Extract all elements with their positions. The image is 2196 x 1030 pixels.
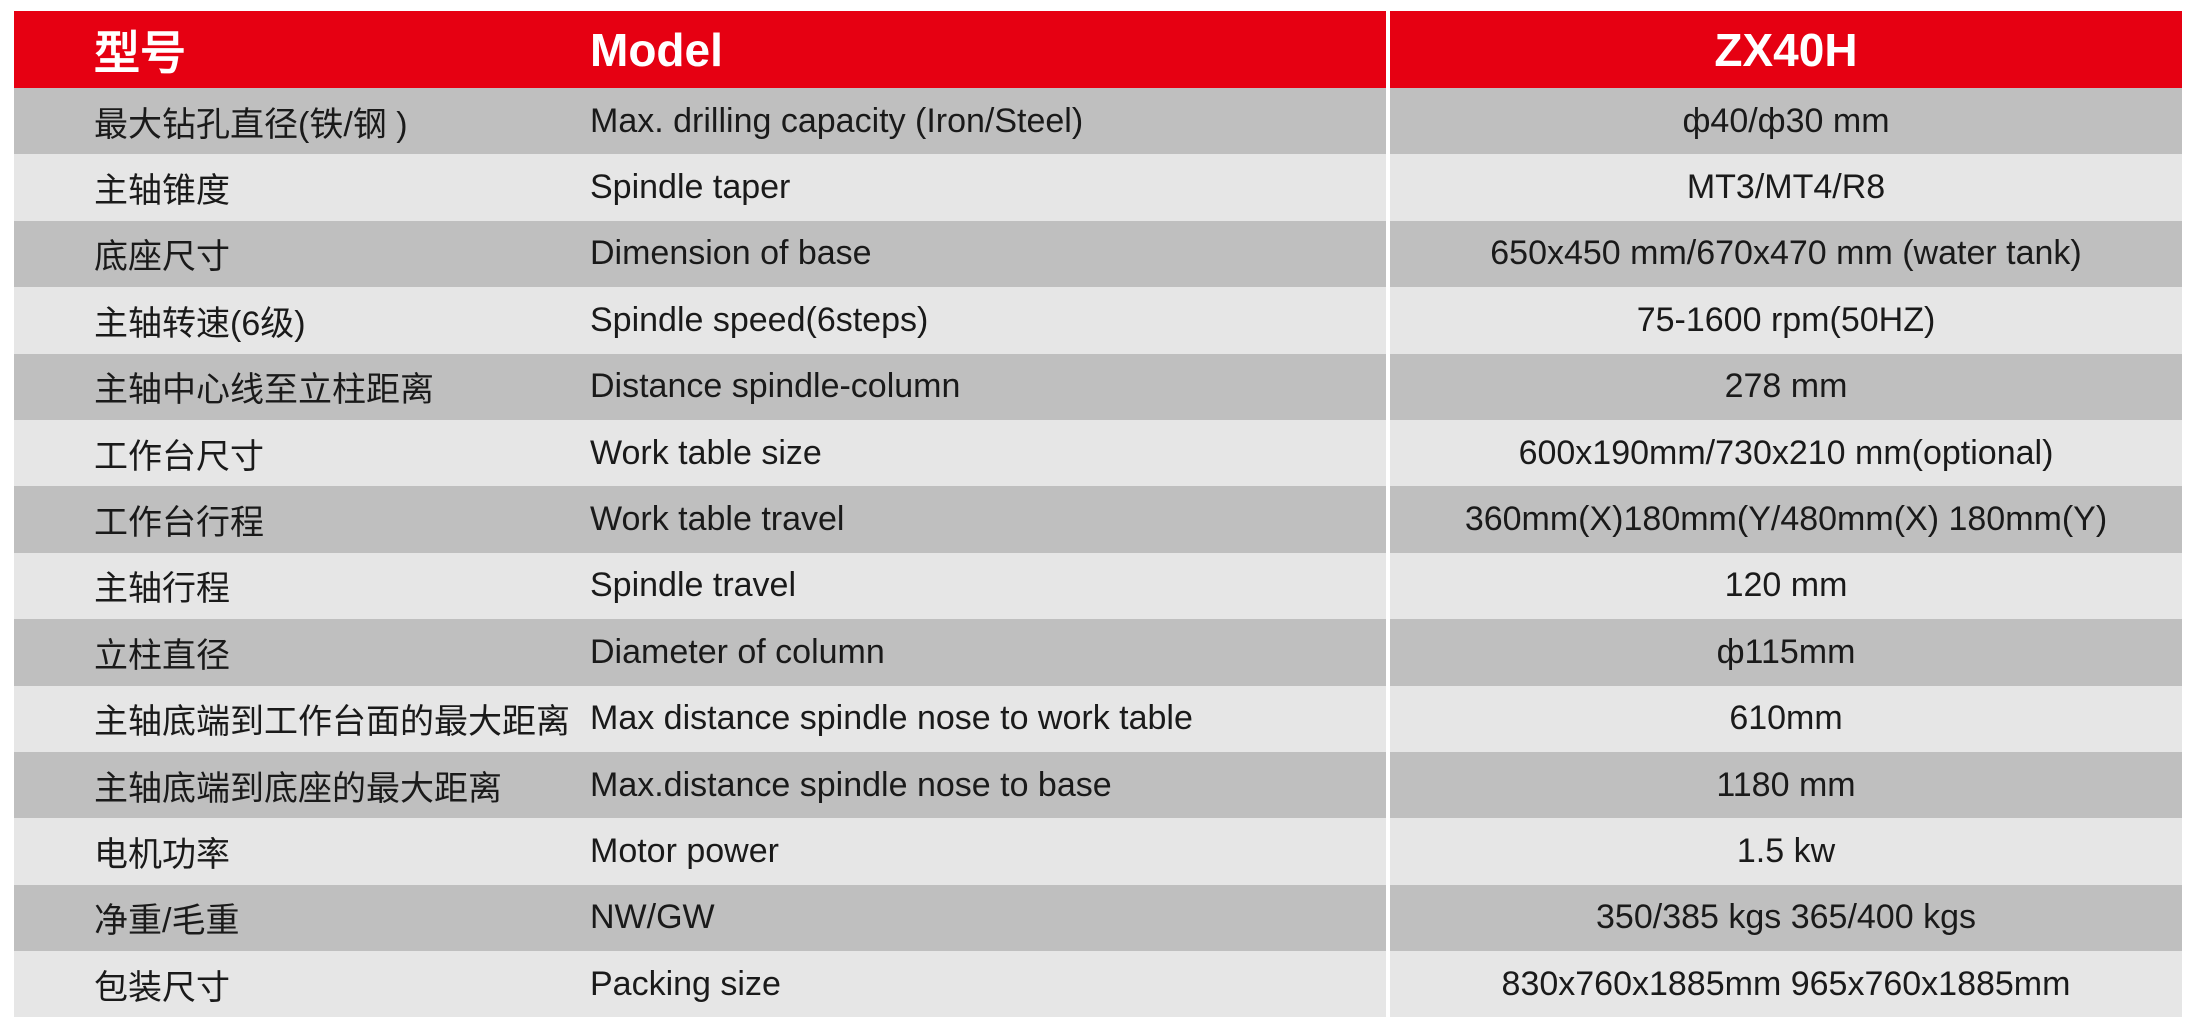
spec-name-en: Distance spindle-column (590, 367, 961, 406)
spec-name-en: Work table travel (590, 500, 845, 539)
spec-value: 610mm (1386, 685, 2182, 752)
spec-name-cn: 主轴转速(6级) (94, 304, 306, 343)
table-row: 主轴底端到底座的最大距离 Max.distance spindle nose to… (14, 751, 2182, 819)
spec-name-cn: 电机功率 (94, 835, 230, 874)
spec-name-en: Spindle travel (590, 566, 797, 605)
spec-value: 600x190mm/730x210 mm(optional) (1386, 419, 2182, 487)
spec-name-en: Spindle speed(6steps) (590, 300, 929, 339)
table-row: 工作台尺寸 Work table size 600x190mm/730x210 mm… (14, 419, 2182, 487)
spec-name-en: Work table size (590, 433, 822, 472)
spec-value: 278 mm (1386, 353, 2182, 420)
spec-value: ф115mm (1386, 619, 2182, 686)
spec-name-cn: 主轴锥度 (94, 172, 230, 211)
spec-name-cn: 主轴底端到底座的最大距离 (94, 769, 502, 808)
spec-value: ф40/ф30 mm (1386, 88, 2182, 155)
spec-name-en: Motor power (590, 831, 779, 870)
table-row: 立柱直径 Diameter of column ф115mm (14, 619, 2182, 686)
spec-name-en: Max.distance spindle nose to base (590, 765, 1112, 804)
spec-name-en: Spindle taper (590, 168, 791, 207)
table-row: 电机功率 Motor power 1.5 kw (14, 818, 2182, 885)
spec-name-cn: 工作台尺寸 (94, 437, 264, 476)
spec-name-en: NW/GW (590, 898, 715, 937)
spec-value: MT3/MT4/R8 (1386, 154, 2182, 221)
spec-name-cn: 净重/毛重 (94, 902, 240, 941)
spec-name-cn: 主轴行程 (94, 570, 230, 609)
table-row: 主轴中心线至立柱距离 Distance spindle-column 278 mm (14, 353, 2182, 420)
header-model-value: ZX40H (1386, 11, 2182, 88)
table-row: 主轴行程 Spindle travel 120 mm (14, 552, 2182, 620)
table-row: 底座尺寸 Dimension of base 650x450 mm/670x470 … (14, 220, 2182, 288)
spec-name-en: Dimension of base (590, 234, 872, 273)
spec-value: 75-1600 rpm(50HZ) (1386, 287, 2182, 354)
spec-name-cn: 最大钻孔直径(铁/钢 ) (94, 105, 408, 144)
spec-value: 650x450 mm/670x470 mm (water tank) (1386, 220, 2182, 288)
table-row: 主轴转速(6级) Spindle speed(6steps) 75-1600 rpm… (14, 287, 2182, 354)
spec-name-en: Max distance spindle nose to work table (590, 699, 1193, 738)
table-header: 型号 Model ZX40H (14, 11, 2182, 88)
header-en: Model (590, 23, 723, 76)
spec-name-cn: 底座尺寸 (94, 238, 230, 277)
spec-name-cn: 立柱直径 (94, 636, 230, 675)
spec-value: 830x760x1885mm 965x760x1885mm (1386, 951, 2182, 1018)
table-row: 包装尺寸 Packing size 830x760x1885mm 965x760x1… (14, 951, 2182, 1018)
table-row: 最大钻孔直径(铁/钢 ) Max. drilling capacity (Iron… (14, 88, 2182, 155)
spec-name-en: Diameter of column (590, 632, 885, 671)
header-cn: 型号 (94, 26, 186, 79)
spec-name-en: Packing size (590, 964, 781, 1003)
spec-name-en: Max. drilling capacity (Iron/Steel) (590, 101, 1084, 140)
spec-value: 1180 mm (1386, 751, 2182, 819)
table-row: 主轴锥度 Spindle taper MT3/MT4/R8 (14, 154, 2182, 221)
spec-name-cn: 工作台行程 (94, 504, 264, 543)
spec-value: 120 mm (1386, 552, 2182, 620)
spec-value: 350/385 kgs 365/400 kgs (1386, 884, 2182, 952)
table-row: 净重/毛重 NW/GW 350/385 kgs 365/400 kgs (14, 884, 2182, 952)
spec-value: 360mm(X)180mm(Y/480mm(X) 180mm(Y) (1386, 486, 2182, 553)
table-row: 主轴底端到工作台面的最大距离 Max distance spindle nose … (14, 685, 2182, 752)
spec-value: 1.5 kw (1386, 818, 2182, 885)
spec-name-cn: 包装尺寸 (94, 968, 230, 1007)
spec-name-cn: 主轴底端到工作台面的最大距离 (94, 703, 570, 742)
table-row: 工作台行程 Work table travel 360mm(X)180mm(Y/48… (14, 486, 2182, 553)
spec-table: 型号 Model ZX40H 最大钻孔直径(铁/钢 ) Max. drilling… (14, 11, 2182, 1018)
spec-name-cn: 主轴中心线至立柱距离 (94, 371, 434, 410)
